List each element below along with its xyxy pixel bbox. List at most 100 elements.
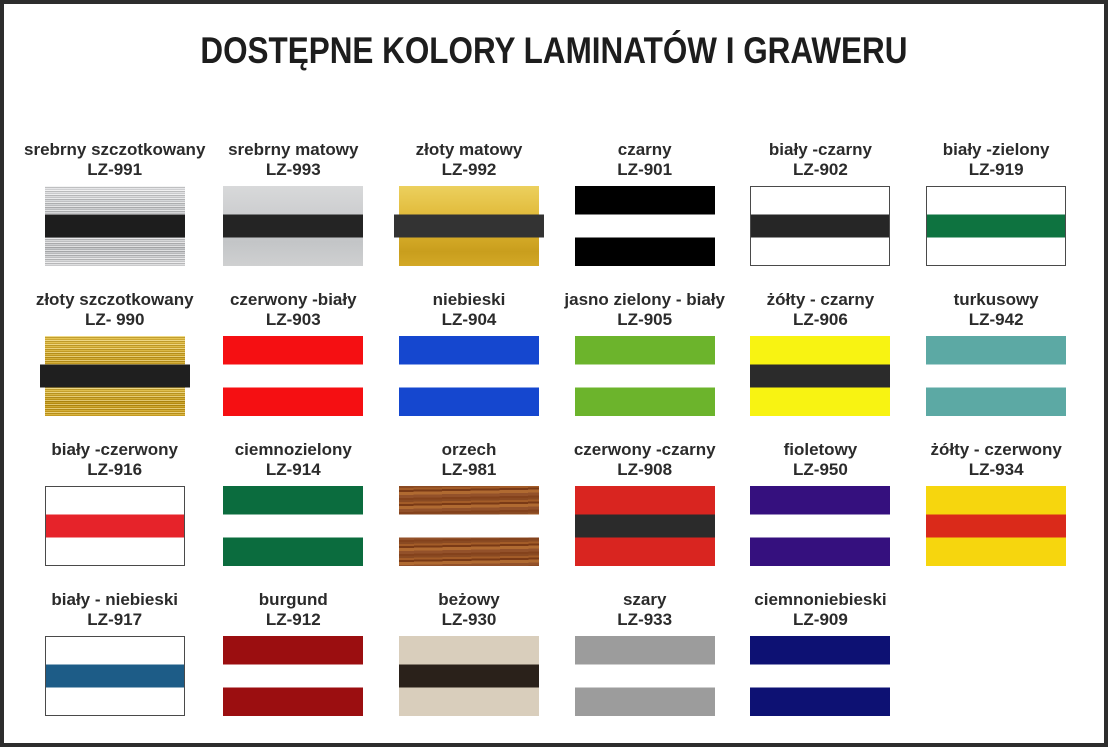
- swatch-code: LZ-991: [87, 160, 143, 179]
- swatch: [574, 186, 715, 266]
- swatch-code: LZ-903: [265, 310, 321, 329]
- swatch-code: LZ-905: [617, 310, 673, 329]
- swatch-stripe: [926, 364, 1067, 388]
- swatch-name: burgund: [258, 590, 328, 609]
- swatch-stripe: [39, 364, 190, 388]
- swatch-stripe: [574, 514, 715, 538]
- swatch-stripe: [927, 214, 1066, 238]
- swatch-cell: niebieski LZ-904: [381, 290, 557, 416]
- swatch-code: LZ-934: [968, 460, 1024, 479]
- swatch-cell: czerwony -czarny LZ-908: [557, 440, 733, 566]
- swatch-code: LZ- 990: [84, 310, 145, 329]
- swatch-stripe: [926, 514, 1067, 538]
- swatch-code: LZ-930: [441, 610, 497, 629]
- swatch-name: turkusowy: [953, 290, 1039, 309]
- swatch: [926, 486, 1067, 566]
- swatch-name: złoty szczotkowany: [35, 290, 194, 309]
- swatch-name: biały -zielony: [942, 140, 1050, 159]
- swatch-cell: biały -czarny LZ-902: [733, 140, 909, 266]
- swatch-stripe: [750, 514, 891, 538]
- swatch-name: ciemnozielony: [234, 440, 352, 459]
- swatch-cell: ciemnozielony LZ-914: [205, 440, 381, 566]
- swatch-cell: żółty - czarny LZ-906: [733, 290, 909, 416]
- swatch-name: czerwony -biały: [229, 290, 357, 309]
- swatch-name: jasno zielony - biały: [564, 290, 725, 309]
- swatch-code: LZ-914: [265, 460, 321, 479]
- swatch: [398, 486, 539, 566]
- swatch-code: LZ-919: [968, 160, 1024, 179]
- swatch: [750, 336, 891, 416]
- swatch-stripe: [398, 664, 539, 688]
- swatch-code: LZ-908: [617, 460, 673, 479]
- swatch-stripe: [574, 214, 715, 238]
- swatch-name: złoty matowy: [415, 140, 523, 159]
- swatch-stripe: [398, 364, 539, 388]
- swatch-cell: jasno zielony - biały LZ-905: [557, 290, 733, 416]
- swatch: [44, 636, 185, 716]
- swatch: [39, 336, 190, 416]
- swatch-cell: czerwony -biały LZ-903: [205, 290, 381, 416]
- swatch-code: LZ-993: [265, 160, 321, 179]
- swatch-code: LZ-912: [265, 610, 321, 629]
- page-title-text: DOSTĘPNE KOLORY LAMINATÓW I GRAWERU: [200, 30, 908, 71]
- swatch-cell: biały - niebieski LZ-917: [24, 590, 205, 716]
- swatch-cell: srebrny matowy LZ-993: [205, 140, 381, 266]
- swatch-name: niebieski: [432, 290, 506, 309]
- swatch: [223, 186, 364, 266]
- swatch-stripe: [574, 664, 715, 688]
- swatch-code: LZ-933: [617, 610, 673, 629]
- swatch-cell: fioletowy LZ-950: [733, 440, 909, 566]
- swatch-name: orzech: [441, 440, 497, 459]
- swatch-cell: ciemnoniebieski LZ-909: [733, 590, 909, 716]
- swatch-name: żółty - czerwony: [930, 440, 1062, 459]
- swatch: [574, 336, 715, 416]
- swatch-cell: szary LZ-933: [557, 590, 733, 716]
- swatch-name: biały - niebieski: [51, 590, 178, 609]
- swatch-cell: biały -zielony LZ-919: [908, 140, 1084, 266]
- swatch-stripe: [223, 664, 364, 688]
- swatch: [574, 486, 715, 566]
- swatch: [223, 336, 364, 416]
- swatch-stripe: [750, 664, 891, 688]
- swatch-cell: złoty matowy LZ-992: [381, 140, 557, 266]
- swatch-stripe: [393, 214, 544, 238]
- swatch-name: fioletowy: [783, 440, 858, 459]
- swatch: [398, 636, 539, 716]
- swatch: [223, 636, 364, 716]
- swatch: [750, 636, 891, 716]
- swatch-code: LZ-904: [441, 310, 497, 329]
- swatch-code: LZ-981: [441, 460, 497, 479]
- swatch: [750, 186, 891, 266]
- swatch-code: LZ-916: [87, 460, 143, 479]
- swatch-name: srebrny matowy: [228, 140, 359, 159]
- swatch-stripe: [574, 364, 715, 388]
- swatch-cell: srebrny szczotkowany LZ-991: [24, 140, 205, 266]
- swatch-code: LZ-942: [968, 310, 1024, 329]
- swatch-cell: biały -czerwony LZ-916: [24, 440, 205, 566]
- swatch-stripe: [750, 364, 891, 388]
- swatch-stripe: [44, 214, 185, 238]
- swatch-code: LZ-909: [793, 610, 848, 629]
- page-title: DOSTĘPNE KOLORY LAMINATÓW I GRAWERU: [4, 30, 1104, 74]
- swatch-name: srebrny szczotkowany: [24, 140, 206, 159]
- swatch: [926, 186, 1067, 266]
- swatch: [44, 186, 185, 266]
- swatch-cell: złoty szczotkowany LZ- 990: [24, 290, 205, 416]
- swatch: [398, 336, 539, 416]
- swatch-cell: beżowy LZ-930: [381, 590, 557, 716]
- swatch-code: LZ-992: [441, 160, 497, 179]
- swatch-code: LZ-902: [793, 160, 848, 179]
- swatch-stripe: [45, 664, 184, 688]
- swatch-name: biały -czerwony: [51, 440, 178, 459]
- swatch-name: beżowy: [438, 590, 500, 609]
- swatch-stripe: [751, 214, 890, 238]
- swatch-cell: orzech LZ-981: [381, 440, 557, 566]
- swatch-name: żółty - czarny: [766, 290, 875, 309]
- swatch: [750, 486, 891, 566]
- swatch-code: LZ-906: [793, 310, 848, 329]
- swatch-cell: czarny LZ-901: [557, 140, 733, 266]
- swatch-stripe: [223, 214, 364, 238]
- swatch-grid: srebrny szczotkowany LZ-991 srebrny matowy…: [4, 140, 1104, 716]
- swatch-name: szary: [622, 590, 667, 609]
